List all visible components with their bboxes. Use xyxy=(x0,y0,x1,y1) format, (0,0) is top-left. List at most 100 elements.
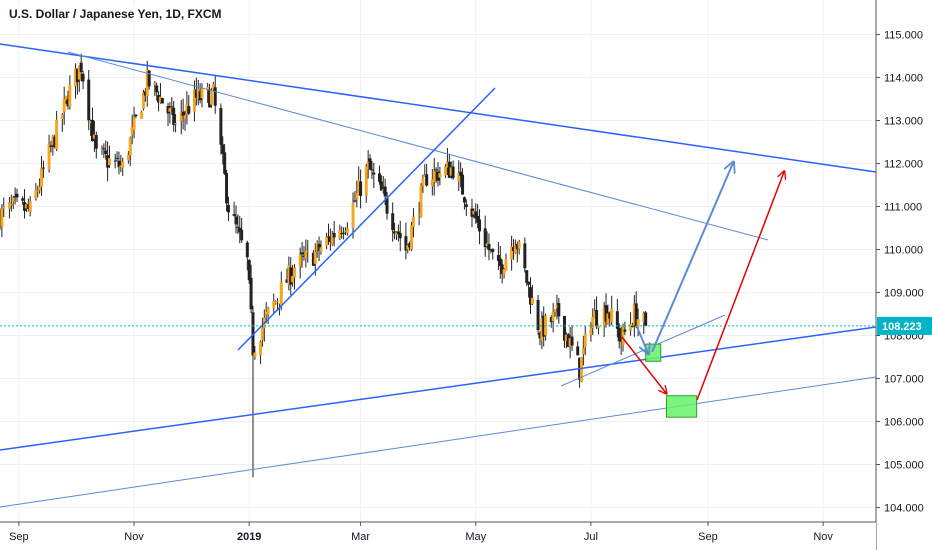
candle-body xyxy=(634,303,638,327)
candle-body xyxy=(187,106,191,114)
candle-body xyxy=(108,158,111,166)
candle-body xyxy=(515,244,519,250)
candle-body xyxy=(247,260,251,281)
candle-body xyxy=(451,166,455,179)
candle-body xyxy=(500,264,504,274)
candle-body xyxy=(542,315,546,337)
time-axis-label: May xyxy=(465,531,486,543)
candle-body xyxy=(317,243,321,251)
candle-body xyxy=(343,230,347,232)
candle-body xyxy=(430,179,434,187)
candle-body xyxy=(153,83,157,85)
candle-body xyxy=(211,84,215,90)
candle-body xyxy=(459,171,463,176)
candle-body xyxy=(423,175,427,177)
candle-body xyxy=(496,255,500,261)
candle-body xyxy=(425,174,429,186)
candle-body xyxy=(498,258,502,267)
candle-body xyxy=(117,160,121,168)
candle-body xyxy=(549,317,553,323)
price-axis-background xyxy=(876,0,932,550)
candle-body xyxy=(444,166,448,176)
candle-body xyxy=(632,304,636,326)
candle-body xyxy=(328,236,332,242)
candle-body xyxy=(370,169,374,171)
candle-body xyxy=(583,333,587,347)
candle-body xyxy=(445,161,449,168)
candle-body xyxy=(28,201,32,212)
candle-body xyxy=(140,111,144,119)
candle-body xyxy=(143,91,147,96)
candle-body xyxy=(157,95,161,103)
candle-body xyxy=(642,313,646,323)
candle-body xyxy=(398,233,402,239)
candle-body xyxy=(589,328,593,335)
candle-body xyxy=(447,161,451,178)
candle-body xyxy=(87,79,91,121)
price-axis-label: 112.000 xyxy=(884,159,923,171)
red-arrow-down xyxy=(621,336,666,393)
candle-body xyxy=(394,232,398,235)
candle-body xyxy=(134,114,138,117)
candle-body xyxy=(345,228,349,233)
candle-body xyxy=(359,181,363,196)
candle-body xyxy=(75,68,79,83)
candle-body xyxy=(213,87,217,106)
candle-body xyxy=(21,198,25,201)
candle-body xyxy=(564,334,568,342)
candle-body xyxy=(357,180,361,195)
candle-body xyxy=(302,255,306,257)
candle-body xyxy=(470,208,474,217)
candle-body xyxy=(168,108,172,112)
candle-body xyxy=(276,301,280,303)
candle-body xyxy=(385,198,389,214)
candle-body xyxy=(287,265,291,285)
candle-body xyxy=(62,98,66,113)
candle-body xyxy=(226,205,230,213)
candle-body xyxy=(260,327,264,340)
candle-body xyxy=(315,243,319,250)
candle-body xyxy=(562,315,566,341)
candle-body xyxy=(221,144,225,154)
candle-body xyxy=(200,87,204,99)
candle-body xyxy=(327,236,330,238)
candle-body xyxy=(610,308,614,323)
time-axis-label: Mar xyxy=(351,531,370,543)
candle-body xyxy=(383,186,387,197)
candle-body xyxy=(26,204,30,209)
candle-body xyxy=(604,305,608,322)
time-axis-label: 2019 xyxy=(237,531,261,543)
candle-body xyxy=(147,70,151,87)
candle-body xyxy=(366,161,370,170)
candle-body xyxy=(113,160,117,162)
candle-body xyxy=(530,297,534,305)
candle-body xyxy=(238,227,242,233)
price-axis-label: 109.000 xyxy=(884,288,924,300)
candle-body xyxy=(436,171,440,181)
candle-body xyxy=(461,174,465,195)
candle-body xyxy=(396,231,400,234)
candle-body xyxy=(289,267,293,285)
candle-body xyxy=(34,190,38,199)
candle-body xyxy=(304,251,308,259)
blue-arrow-down xyxy=(636,326,648,353)
price-axis-label: 113.000 xyxy=(884,116,923,128)
candle-body xyxy=(404,236,408,251)
time-axis-label: Sep xyxy=(9,531,29,543)
candle-body xyxy=(411,216,415,227)
candle-body xyxy=(351,202,355,228)
candle-body xyxy=(172,107,176,126)
candle-body xyxy=(264,311,268,315)
candle-body xyxy=(602,307,606,326)
candle-body xyxy=(0,208,4,227)
price-axis-label: 104.000 xyxy=(884,503,924,515)
candle-body xyxy=(462,197,466,203)
candle-body xyxy=(130,127,134,135)
candle-body xyxy=(36,190,40,192)
candle-body xyxy=(232,214,236,216)
candle-body xyxy=(476,215,480,223)
downtrend-line-inner xyxy=(67,51,769,241)
candle-body xyxy=(245,242,249,258)
